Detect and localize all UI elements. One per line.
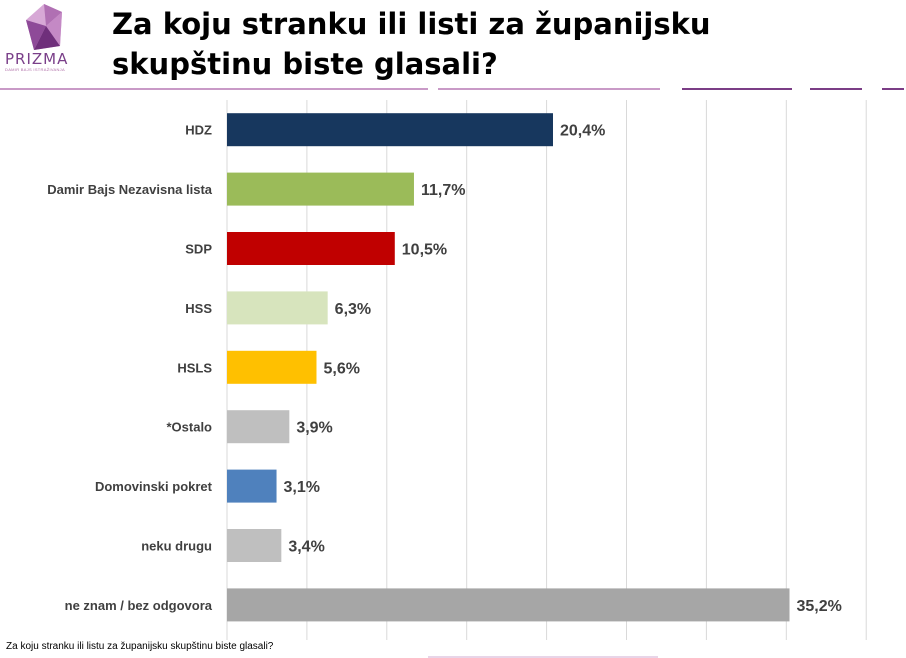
bar: [227, 172, 414, 206]
value-label: 3,1%: [284, 479, 320, 496]
header-rule-pink: [0, 88, 428, 90]
value-label: 10,5%: [402, 242, 447, 259]
bar: [227, 291, 328, 325]
category-label: ne znam / bez odgovora: [65, 598, 213, 613]
category-label: HSLS: [177, 360, 212, 375]
category-label: HSS: [185, 301, 212, 316]
bar: [227, 588, 790, 622]
bar: [227, 113, 553, 147]
value-label: 11,7%: [421, 182, 465, 199]
bar: [227, 410, 290, 444]
header-rule-purple-3: [882, 88, 904, 90]
bar: [227, 232, 395, 265]
bar-chart: HDZ 20,4% Damir Bajs Nezavisna lista 11,7% S…: [47, 100, 867, 640]
value-label: 3,4%: [288, 539, 324, 556]
value-label: 35,2%: [796, 598, 841, 615]
header-rule-pink-2: [438, 88, 660, 90]
footnote: Za koju stranku ili listu za županijsku …: [6, 641, 274, 652]
logo-subtitle: DAMIR BAJS ISTRAŽIVANJA: [5, 67, 65, 72]
header-rule-purple: [682, 88, 792, 90]
logo-wordmark: PRIZMA: [5, 50, 69, 68]
value-label: 5,6%: [323, 360, 359, 377]
category-label: *Ostalo: [166, 420, 212, 435]
header-rule-purple-2: [810, 88, 862, 90]
footer-rule: [428, 656, 658, 658]
page-title: Za koju stranku ili listi za županijsku …: [112, 7, 711, 81]
category-label: neku drugu: [141, 539, 212, 554]
value-label: 6,3%: [335, 301, 371, 318]
bar: [227, 350, 317, 384]
category-label: HDZ: [185, 123, 212, 138]
category-label: Damir Bajs Nezavisna lista: [47, 182, 213, 197]
category-label: Domovinski pokret: [95, 479, 213, 494]
category-label: SDP: [185, 242, 212, 257]
value-label: 3,9%: [296, 420, 332, 437]
bar: [227, 469, 277, 503]
prizma-logo-icon: [26, 4, 62, 50]
bar: [227, 529, 282, 562]
value-label: 20,4%: [560, 123, 605, 140]
